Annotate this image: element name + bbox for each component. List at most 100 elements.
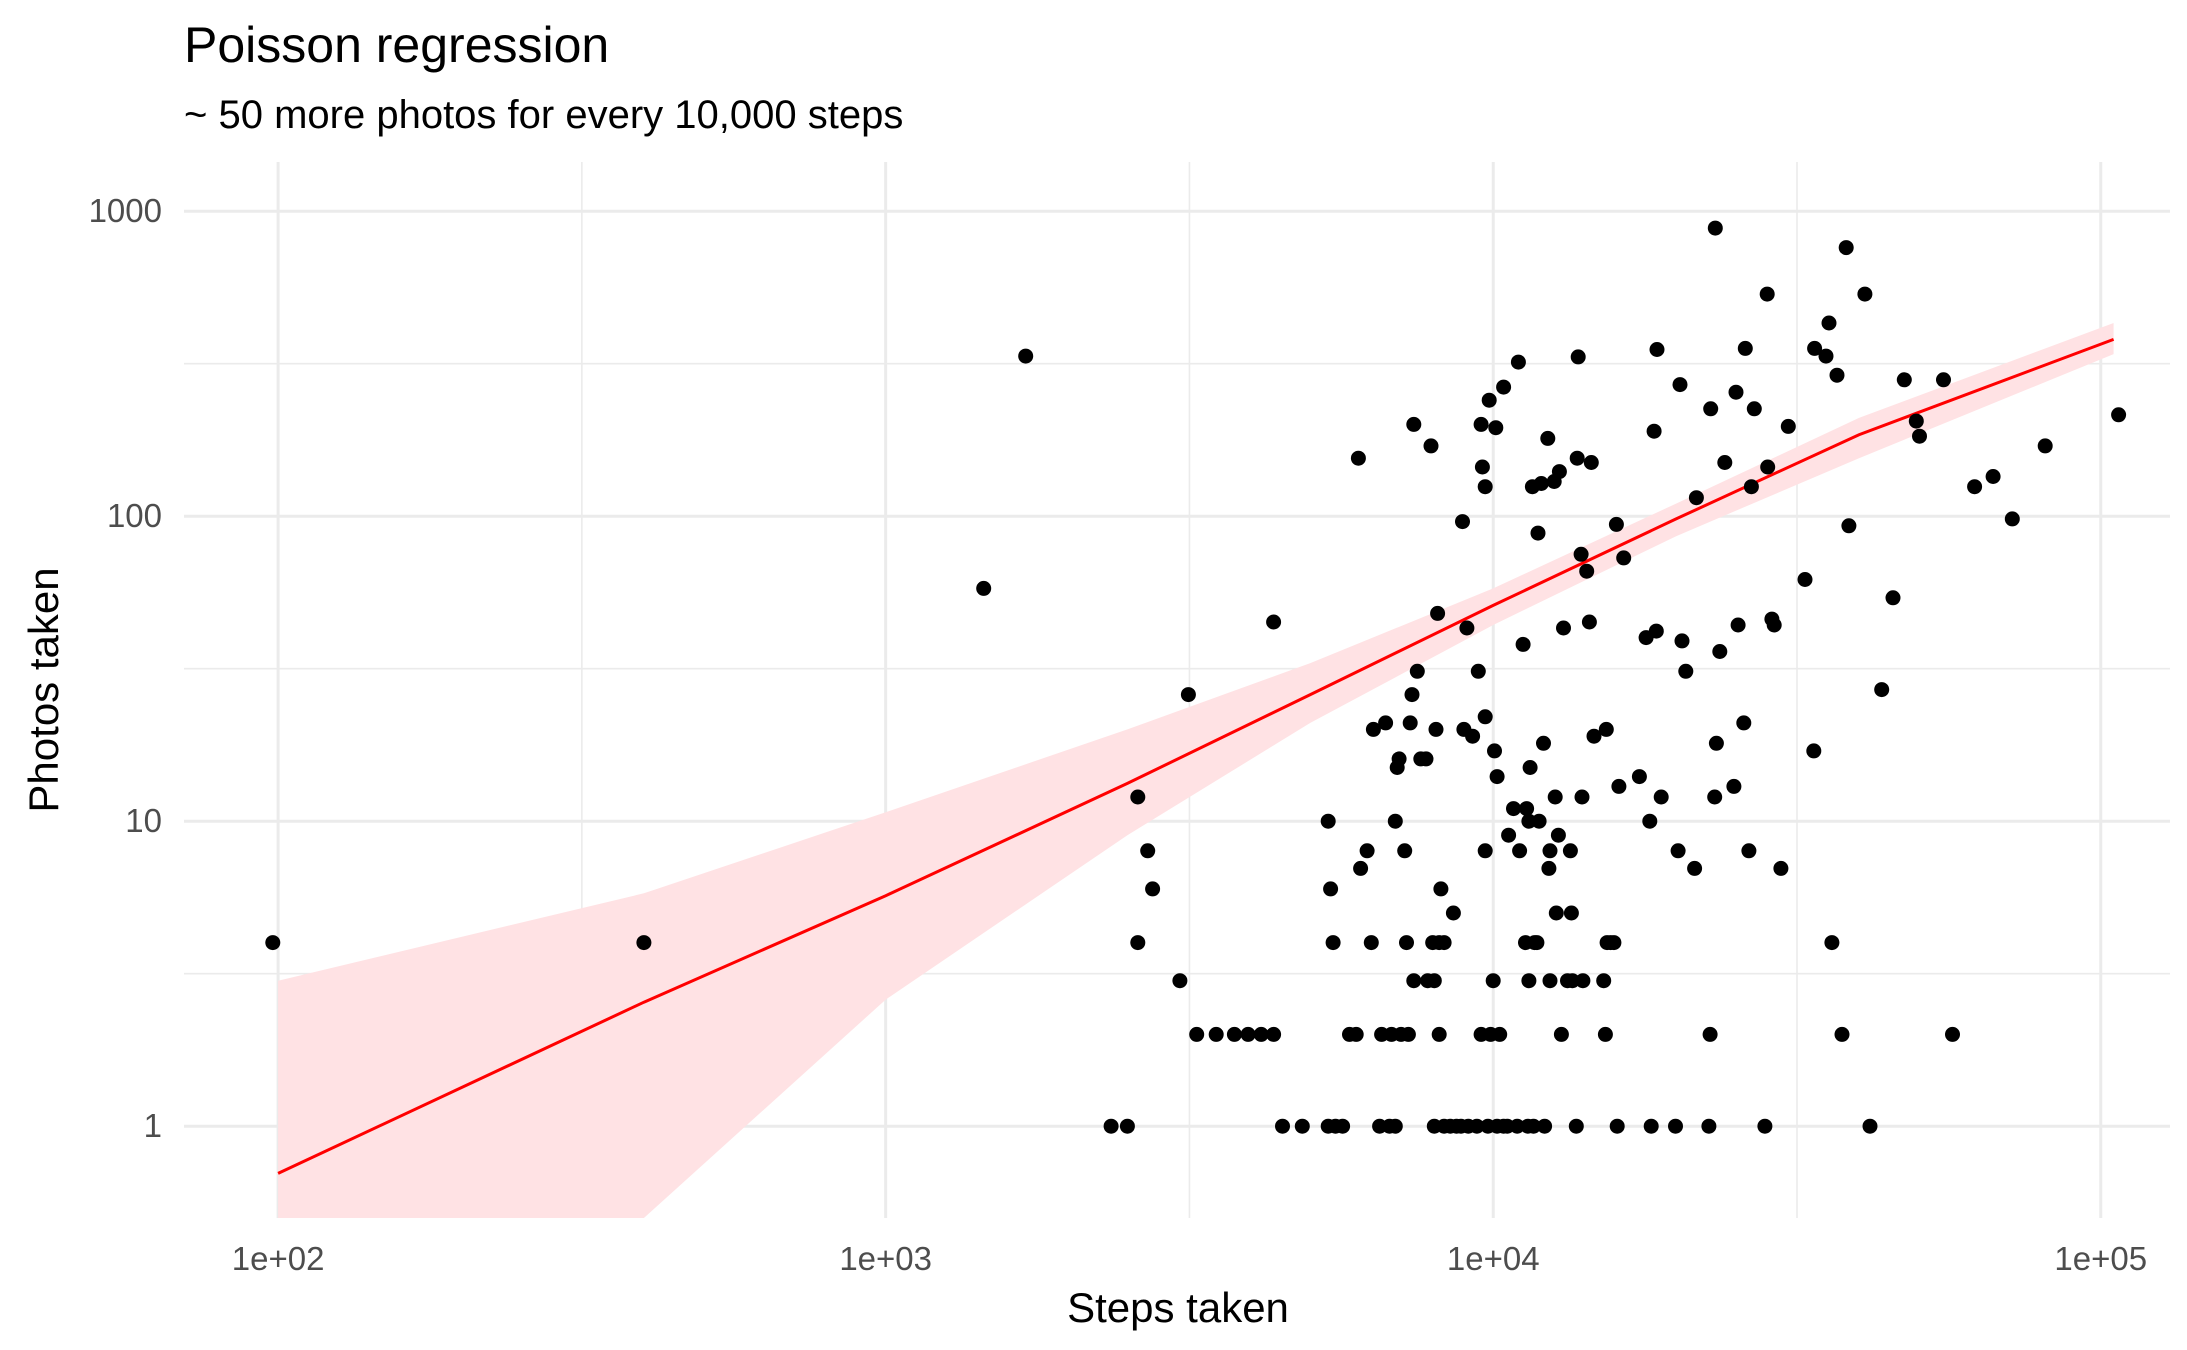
confidence-ribbon-layer [278, 323, 2114, 1218]
data-point [1018, 348, 1034, 364]
data-point [1400, 1026, 1416, 1042]
data-point [1430, 605, 1446, 621]
data-point [1780, 418, 1796, 434]
data-point [1455, 514, 1470, 530]
data-point [1936, 372, 1951, 388]
data-point [1387, 813, 1403, 829]
data-point [1353, 860, 1369, 876]
data-point [1766, 617, 1782, 633]
data-point [1707, 220, 1723, 236]
data-point [2037, 438, 2053, 454]
data-point [1418, 751, 1434, 767]
data-point [636, 935, 652, 951]
data-point [1564, 973, 1580, 989]
confidence-ribbon [278, 323, 2114, 1218]
data-point [1529, 935, 1545, 951]
data-point [1489, 769, 1505, 785]
data-point [1807, 340, 1823, 356]
data-point [1474, 459, 1490, 475]
data-point [1616, 550, 1632, 566]
data-point [1130, 935, 1146, 951]
data-point [1707, 789, 1723, 805]
data-point [1473, 416, 1489, 432]
data-point [265, 935, 281, 951]
data-point [1226, 1026, 1242, 1042]
data-point [1797, 572, 1813, 587]
data-point [1701, 1118, 1717, 1134]
data-point [1350, 450, 1366, 466]
data-point [1378, 715, 1394, 731]
data-point [1581, 614, 1597, 630]
data-point [1488, 420, 1504, 436]
data-point [1728, 384, 1744, 400]
data-point [1726, 778, 1742, 794]
data-point [1773, 860, 1789, 876]
data-point [1653, 789, 1669, 805]
data-point [1521, 973, 1537, 989]
data-point [1575, 973, 1591, 989]
data-point [1829, 367, 1845, 383]
data-point [1712, 644, 1728, 659]
data-point [1551, 464, 1567, 480]
data-point [1574, 789, 1590, 805]
data-point [1562, 843, 1578, 859]
data-point [1743, 479, 1759, 495]
data-point [1406, 416, 1422, 432]
data-point [1737, 340, 1753, 356]
data-point [1838, 240, 1854, 256]
x-tick-label: 1e+03 [839, 1240, 932, 1277]
data-point [1646, 423, 1662, 439]
data-point [1841, 518, 1857, 534]
data-point [1531, 813, 1547, 829]
data-point [1530, 525, 1546, 541]
data-point [1648, 623, 1664, 639]
data-point [1573, 546, 1589, 562]
data-point [1240, 1026, 1256, 1042]
data-point [1687, 860, 1703, 876]
data-point [1536, 735, 1551, 751]
data-point [1492, 1026, 1508, 1042]
data-point [1569, 450, 1585, 466]
y-tick-label: 1000 [89, 192, 162, 229]
data-point [1426, 973, 1442, 989]
chart-title: Poisson regression [184, 17, 609, 73]
data-point [976, 580, 992, 596]
data-point [1649, 342, 1665, 357]
y-axis-title: Photos taken [20, 567, 67, 812]
data-point [1359, 843, 1375, 859]
data-point [1391, 751, 1407, 767]
y-tick-label: 10 [125, 802, 162, 839]
data-point [1563, 905, 1579, 921]
data-point [1140, 843, 1156, 859]
data-point [1522, 760, 1538, 775]
data-point [1431, 1026, 1447, 1042]
data-point [1821, 315, 1837, 331]
data-point [1465, 728, 1481, 744]
data-point [1526, 1118, 1541, 1134]
data-point [1323, 881, 1339, 897]
data-point [1857, 286, 1873, 302]
data-point [1708, 735, 1724, 751]
data-point [1509, 1118, 1525, 1134]
data-point [1103, 1118, 1119, 1134]
data-point [1519, 801, 1535, 817]
data-point [1609, 1118, 1625, 1134]
data-point [1541, 860, 1557, 876]
data-point [1548, 905, 1564, 921]
data-point [1253, 1026, 1269, 1042]
data-point [1643, 1118, 1659, 1134]
fit-line-layer [277, 337, 2115, 1175]
data-point [1945, 1026, 1960, 1042]
data-point [1985, 469, 2001, 484]
data-point [1598, 721, 1614, 737]
data-point [1208, 1026, 1224, 1042]
data-point [1547, 789, 1563, 805]
data-point [1533, 476, 1549, 491]
data-point [1550, 827, 1566, 843]
x-tick-label: 1e+05 [2054, 1240, 2147, 1277]
data-point [1335, 1118, 1351, 1134]
data-points [265, 220, 2127, 1134]
data-point [1606, 935, 1622, 951]
data-point [1760, 459, 1776, 475]
data-point [1542, 843, 1558, 859]
